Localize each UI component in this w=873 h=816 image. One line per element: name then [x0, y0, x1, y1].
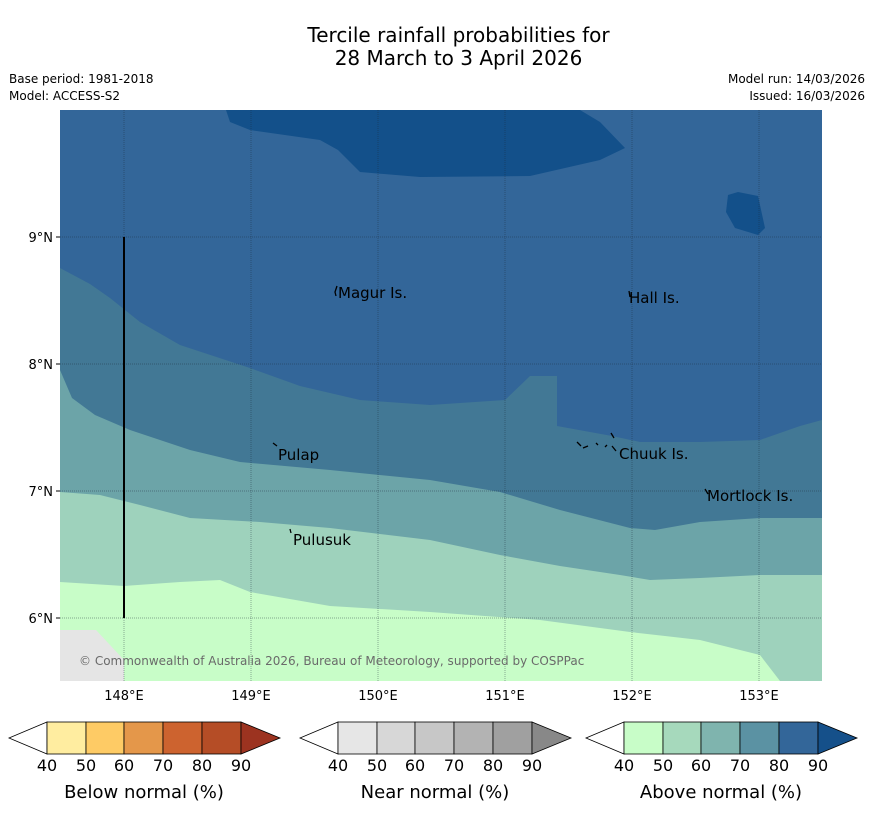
colorbar-near-tick: 90 [522, 756, 542, 775]
place-label-hall: Hall Is. [629, 289, 680, 307]
place-label-chuuk: Chuuk Is. [619, 445, 688, 463]
band-above-90-east [726, 192, 765, 235]
colorbar-above-segment [700, 721, 741, 755]
model-run-label: Model run: 14/03/2026 [727, 72, 865, 86]
colorbar-near-segment [337, 721, 378, 755]
map-title-line1: Tercile rainfall probabilities for [307, 23, 610, 47]
colorbar-below-segment [240, 721, 282, 755]
lat-label-9n: 9°N [29, 231, 54, 246]
place-label-mortlock: Mortlock Is. [707, 487, 793, 505]
colorbar-below-segment [162, 721, 203, 755]
place-label-pulusuk: Pulusuk [293, 531, 351, 549]
colorbar-near: 40 50 60 70 80 90 Near normal (%) [298, 721, 573, 803]
colorbar-below-segment [85, 721, 125, 755]
colorbar-near-segment [453, 721, 494, 755]
colorbar-above-tick: 80 [769, 756, 789, 775]
lat-label-6n: 6°N [29, 612, 54, 627]
colorbar-near-tick: 40 [328, 756, 348, 775]
lon-label-150e: 150°E [358, 689, 398, 704]
colorbar-near-tick: 80 [483, 756, 503, 775]
map-area: © Commonwealth of Australia 2026, Bureau… [60, 110, 822, 681]
colorbar-above-segment [584, 721, 625, 755]
colorbar-below-segment [46, 721, 87, 755]
lon-label-152e: 152°E [612, 689, 652, 704]
colorbar-above-tick: 90 [808, 756, 828, 775]
lon-label-148e: 148°E [104, 689, 144, 704]
colorbar-below: 40 50 60 70 80 90 Below normal (%) [7, 721, 282, 803]
band-above-90-top [226, 110, 625, 177]
colorbar-near-tick: 70 [444, 756, 464, 775]
lon-label-151e: 151°E [485, 689, 525, 704]
colorbar-below-segment [201, 721, 242, 755]
colorbar-above-segment [623, 721, 664, 755]
colorbar-above-tick: 70 [730, 756, 750, 775]
copyright-text: © Commonwealth of Australia 2026, Bureau… [79, 654, 584, 668]
colorbar-above-tick: 60 [691, 756, 711, 775]
colorbar-near-title: Near normal (%) [361, 782, 510, 803]
map-title-line2: 28 March to 3 April 2026 [334, 46, 583, 70]
lat-label-7n: 7°N [29, 485, 54, 500]
colorbar-near-segment [414, 721, 455, 755]
colorbar-below-title: Below normal (%) [64, 782, 224, 803]
colorbar-below-segment [123, 721, 164, 755]
colorbar-below-tick: 90 [231, 756, 251, 775]
colorbar-above-tick: 50 [653, 756, 673, 775]
colorbar-above-segment [662, 721, 702, 755]
colorbar-below-tick: 40 [37, 756, 57, 775]
colorbar-above-tick: 40 [614, 756, 634, 775]
colorbar-above-segment [817, 721, 859, 755]
place-label-pulap: Pulap [278, 446, 319, 464]
colorbar-near-tick: 60 [405, 756, 425, 775]
colorbar-near-tick: 50 [367, 756, 387, 775]
place-label-magur: Magur Is. [338, 284, 407, 302]
island-shapes [272, 285, 709, 534]
band-near-normal-grey [60, 630, 124, 681]
lon-label-149e: 149°E [231, 689, 271, 704]
model-label: Model: ACCESS-S2 [9, 89, 121, 103]
colorbar-near-segment [298, 721, 339, 755]
colorbar-below-segment [7, 721, 48, 755]
colorbar-near-segment [492, 721, 533, 755]
colorbar-near-segment [531, 721, 573, 755]
lon-label-153e: 153°E [739, 689, 779, 704]
lat-label-8n: 8°N [29, 358, 54, 373]
colorbar-above-segment [739, 721, 780, 755]
base-period-label: Base period: 1981-2018 [9, 72, 154, 86]
colorbar-above: 40 50 60 70 80 90 Above normal (%) [584, 721, 859, 803]
colorbar-below-tick: 60 [114, 756, 134, 775]
band-above-80-90 [60, 110, 822, 442]
colorbar-below-tick: 70 [153, 756, 173, 775]
colorbar-near-segment [376, 721, 416, 755]
graticule [60, 110, 822, 681]
colorbar-above-title: Above normal (%) [640, 782, 802, 803]
colorbar-below-tick: 80 [192, 756, 212, 775]
colorbar-above-segment [778, 721, 819, 755]
colorbar-below-tick: 50 [76, 756, 96, 775]
issued-label: Issued: 16/03/2026 [749, 89, 865, 103]
